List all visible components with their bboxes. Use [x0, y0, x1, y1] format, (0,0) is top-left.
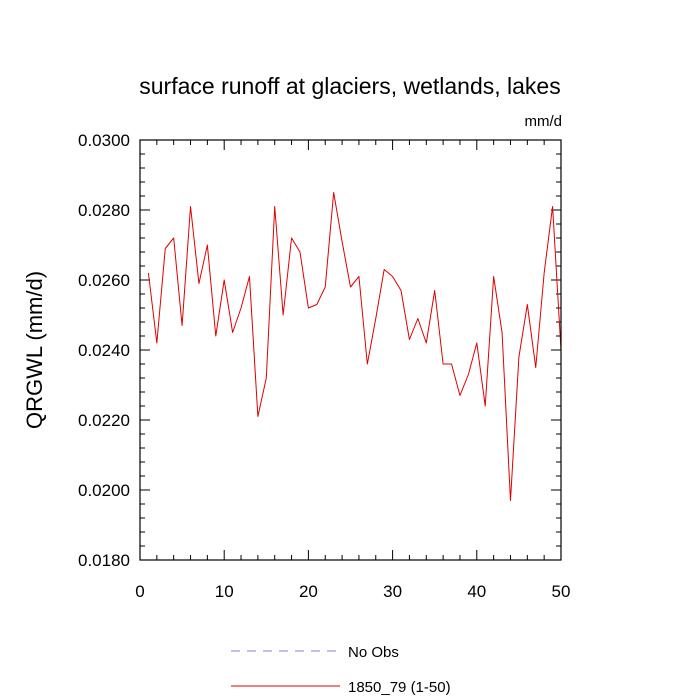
x-tick-label: 50: [552, 582, 571, 601]
y-axis-label: QRGWL (mm/d): [22, 271, 47, 429]
x-tick-label: 40: [467, 582, 486, 601]
legend: No Obs 1850_79 (1-50): [231, 644, 451, 696]
y-tick-label: 0.0220: [78, 411, 130, 430]
units-label: mm/d: [525, 113, 563, 130]
series-lines: [147, 192, 562, 501]
x-tick-label: 30: [383, 582, 402, 601]
tick-labels: 0 10 20 30 40 50 0.0180 0.0200 0.0220 0.0240 0.026…: [78, 131, 570, 601]
x-tick-label: 0: [135, 582, 144, 601]
legend-label-1850-79: 1850_79 (1-50): [348, 679, 451, 696]
series-line-1850-79-1-50: [147, 192, 562, 501]
y-tick-label: 0.0180: [78, 551, 130, 570]
x-tick-label: 10: [215, 582, 234, 601]
y-tick-label: 0.0200: [78, 481, 130, 500]
chart-title: surface runoff at glaciers, wetlands, la…: [139, 73, 560, 99]
y-tick-label: 0.0240: [78, 341, 130, 360]
y-tick-label: 0.0300: [78, 131, 130, 150]
x-tick-label: 20: [299, 582, 318, 601]
axis-ticks: [139, 139, 562, 561]
y-tick-label: 0.0280: [78, 201, 130, 220]
y-tick-label: 0.0260: [78, 271, 130, 290]
legend-label-no-obs: No Obs: [348, 644, 399, 661]
plot-frame: [139, 139, 562, 561]
